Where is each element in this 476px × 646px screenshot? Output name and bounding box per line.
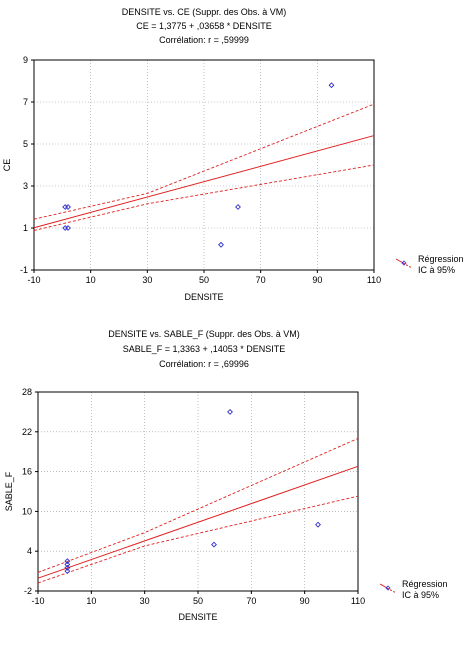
y-tick-label: 3 — [23, 181, 28, 191]
regression-line — [37, 465, 359, 579]
data-point — [64, 568, 71, 575]
legend-point-swatch — [401, 260, 407, 266]
chart-annotation: Corrélation: r = ,59999 — [159, 35, 249, 45]
y-tick-label: 16 — [22, 467, 32, 477]
data-point — [64, 564, 71, 571]
y-tick-label: -1 — [20, 265, 28, 275]
y-tick-label: 9 — [23, 55, 28, 65]
chart-annotation: Corrélation: r = ,69996 — [159, 359, 249, 369]
y-axis-label: CE — [2, 159, 12, 172]
x-tick-label: -10 — [27, 275, 40, 285]
data-point — [64, 561, 71, 568]
x-tick-label: 50 — [193, 596, 203, 606]
x-tick-label: 70 — [256, 275, 266, 285]
data-point — [65, 204, 71, 210]
chart-title: DENSITE vs. SABLE_F (Suppr. des Obs. à V… — [108, 329, 300, 339]
x-tick-label: 50 — [199, 275, 209, 285]
y-tick-label: 10 — [22, 506, 32, 516]
legend-label-ci: IC à 95% — [402, 590, 439, 600]
chart-subtitle: SABLE_F = 1,3363 + ,14053 * DENSITE — [122, 344, 286, 354]
data-point — [64, 558, 71, 565]
legend-ci-swatch — [402, 262, 413, 269]
x-tick-label: 30 — [140, 596, 150, 606]
x-tick-label: 10 — [86, 596, 96, 606]
chart-subtitle: CE = 1,3775 + ,03658 * DENSITE — [136, 21, 272, 31]
x-tick-label: 70 — [246, 596, 256, 606]
y-tick-label: 4 — [27, 546, 32, 556]
y-tick-label: 7 — [23, 97, 28, 107]
y-tick-label: 28 — [22, 387, 32, 397]
y-tick-label: -2 — [24, 586, 32, 596]
x-tick-label: 110 — [367, 275, 381, 285]
chart-plot-svg: -10 10 30 50 70 90 110 -2 4 10 16 22 28 DENSITE SABLE_… — [4, 387, 448, 622]
legend-label-ci: IC à 95% — [418, 265, 455, 275]
data-point — [315, 521, 321, 528]
legend-point-swatch — [385, 585, 391, 591]
x-tick-label: 10 — [86, 275, 96, 285]
chart-sable-f: DENSITE vs. SABLE_F (Suppr. des Obs. à V… — [0, 323, 476, 646]
x-tick-label: 90 — [300, 596, 310, 606]
legend-label-regression: Régression — [402, 579, 448, 589]
chart-plot-svg: -10 10 30 50 70 90 110 -1 1 3 5 7 9 DENSITE CE Régressi… — [2, 55, 464, 302]
legend-ci-swatch — [386, 587, 397, 594]
x-tick-label: 110 — [351, 596, 365, 606]
x-axis-label: DENSITE — [184, 292, 223, 302]
legend-label-regression: Régression — [418, 254, 464, 264]
data-point — [218, 241, 224, 248]
x-axis-label: DENSITE — [178, 612, 217, 622]
regression-line — [33, 135, 375, 229]
chart-ce: DENSITE vs. CE (Suppr. des Obs. à VM) CE… — [0, 0, 476, 320]
ci-upper-line — [37, 437, 359, 573]
x-tick-label: -10 — [31, 596, 44, 606]
x-tick-label: 90 — [312, 275, 322, 285]
data-point — [211, 541, 217, 548]
data-point — [227, 408, 233, 415]
data-point — [328, 82, 335, 89]
y-tick-label: 5 — [23, 139, 28, 149]
data-point — [235, 204, 241, 210]
chart-title: DENSITE vs. CE (Suppr. des Obs. à VM) — [121, 7, 287, 17]
data-point — [65, 225, 71, 231]
ci-upper-line — [33, 103, 375, 220]
y-axis-label: SABLE_F — [4, 471, 14, 511]
ci-lower-line — [37, 495, 359, 584]
ci-lower-line — [33, 164, 375, 231]
y-tick-label: 22 — [22, 427, 32, 437]
x-tick-label: 30 — [142, 275, 152, 285]
y-tick-label: 1 — [23, 223, 28, 233]
